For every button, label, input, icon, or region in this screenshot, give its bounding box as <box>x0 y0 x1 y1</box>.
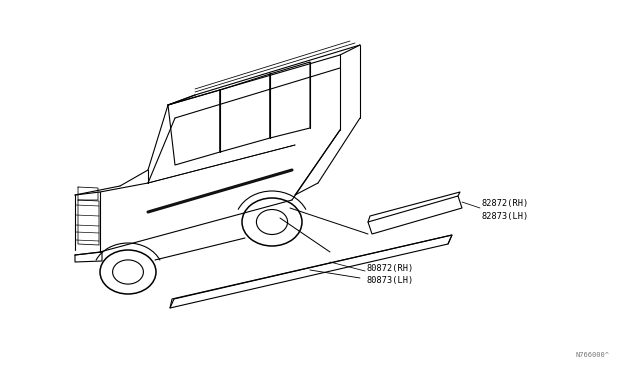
Text: N766000^: N766000^ <box>576 352 610 358</box>
Text: 82872(RH): 82872(RH) <box>482 199 529 208</box>
Text: 80873(LH): 80873(LH) <box>367 276 414 285</box>
Text: 82873(LH): 82873(LH) <box>482 212 529 221</box>
Text: 80872(RH): 80872(RH) <box>367 263 414 273</box>
